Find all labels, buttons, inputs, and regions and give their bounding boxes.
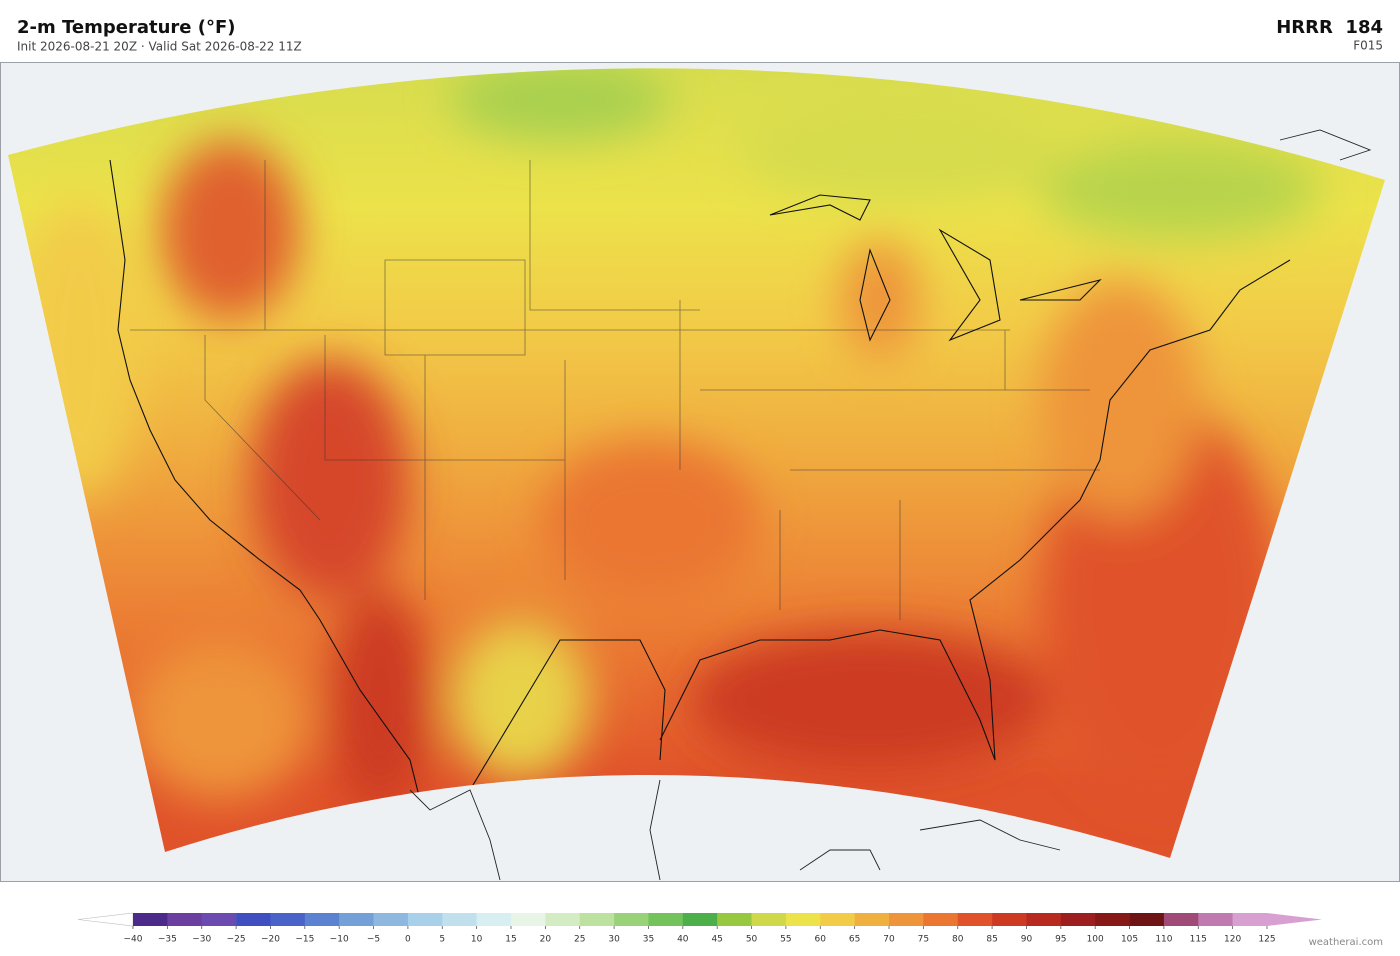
colorbar-tick-label: 125 bbox=[1258, 935, 1275, 945]
colorbar-tick-label: 110 bbox=[1155, 935, 1172, 945]
colorbar-segment bbox=[682, 913, 718, 926]
state-borders bbox=[130, 160, 1100, 620]
colorbar-segment bbox=[957, 913, 993, 926]
credit: weatherai.com bbox=[1309, 937, 1383, 948]
colorbar-segment bbox=[511, 913, 546, 926]
colorbar-tick-label: −25 bbox=[227, 935, 246, 945]
colorbar-tick-label: 65 bbox=[849, 935, 860, 945]
colorbar-segment bbox=[167, 913, 203, 926]
colorbar-tick-label: 30 bbox=[608, 935, 620, 945]
colorbar-tick-label: 5 bbox=[439, 935, 445, 945]
colorbar-segment bbox=[270, 913, 306, 926]
colorbar-segment bbox=[785, 913, 821, 926]
colorbar-tick-label: −30 bbox=[192, 935, 211, 945]
colorbar-segment bbox=[407, 913, 443, 926]
colorbar-segment bbox=[236, 913, 271, 926]
colorbar-segment bbox=[304, 913, 340, 926]
colorbar-segment bbox=[201, 913, 237, 926]
title: 2-m Temperature (°F) bbox=[17, 17, 236, 38]
colorbar-segment bbox=[579, 913, 615, 926]
colorbar-segment bbox=[923, 913, 959, 926]
colorbar-tick-label: 10 bbox=[471, 935, 483, 945]
subtitle: Init 2026-08-21 20Z · Valid Sat 2026-08-… bbox=[17, 40, 302, 54]
colorbar-segment bbox=[717, 913, 752, 926]
colorbar-tick-label: −5 bbox=[367, 935, 380, 945]
colorbar-tick-label: −35 bbox=[158, 935, 177, 945]
colorbar-segment bbox=[1232, 913, 1268, 926]
colorbar-segment bbox=[1129, 913, 1165, 926]
colorbar-tick-label: 105 bbox=[1121, 935, 1138, 945]
colorbar-under bbox=[77, 912, 134, 927]
colorbar-segment bbox=[1095, 913, 1130, 926]
colorbar-tick-label: −20 bbox=[261, 935, 280, 945]
colorbar-segment bbox=[889, 913, 924, 926]
colorbar-segment bbox=[339, 913, 374, 926]
colorbar-tick-label: 55 bbox=[780, 935, 791, 945]
colorbar-tick-label: 50 bbox=[746, 935, 758, 945]
colorbar-segment bbox=[1163, 913, 1199, 926]
colorbar-segment bbox=[1198, 913, 1233, 926]
colorbar-segment bbox=[992, 913, 1027, 926]
colorbar-tick-label: 100 bbox=[1087, 935, 1104, 945]
colorbar-tick-label: 95 bbox=[1055, 935, 1066, 945]
colorbar-tick-label: −40 bbox=[124, 935, 143, 945]
outer-coastlines bbox=[409, 129, 1372, 881]
colorbar: −40 −35 −30 −25 −20 −15 −10 −5 0 5 10 15 20 25 30 35 40 4… bbox=[77, 912, 1322, 945]
colorbar-tick-label: 15 bbox=[505, 935, 516, 945]
temperature-field bbox=[8, 68, 1385, 858]
colorbar-tick-label: 90 bbox=[1021, 935, 1033, 945]
colorbar-tick-label: 80 bbox=[952, 935, 964, 945]
colorbar-segment bbox=[133, 913, 168, 926]
colorbar-tick-label: −15 bbox=[295, 935, 314, 945]
forecast-hour: F015 bbox=[1353, 39, 1383, 53]
colorbar-tick-label: 120 bbox=[1224, 935, 1241, 945]
model-label: HRRR 184 bbox=[1276, 17, 1383, 38]
colorbar-segment bbox=[545, 913, 581, 926]
colorbar-tick-label: 35 bbox=[643, 935, 654, 945]
colorbar-segment bbox=[751, 913, 787, 926]
colorbar-segment bbox=[820, 913, 855, 926]
colorbar-tick-label: 25 bbox=[574, 935, 585, 945]
colorbar-tick-label: 75 bbox=[918, 935, 929, 945]
colorbar-tick-label: 20 bbox=[540, 935, 552, 945]
colorbar-tick-label: 85 bbox=[986, 935, 997, 945]
colorbar-over bbox=[1267, 913, 1322, 926]
colorbar-segment bbox=[1026, 913, 1062, 926]
colorbar-segment bbox=[476, 913, 512, 926]
colorbar-tick-label: 115 bbox=[1190, 935, 1207, 945]
colorbar-tick-label: 40 bbox=[677, 935, 689, 945]
colorbar-segment bbox=[442, 913, 477, 926]
colorbar-tick-label: 60 bbox=[815, 935, 827, 945]
coastlines bbox=[109, 159, 1291, 801]
colorbar-segment bbox=[1060, 913, 1096, 926]
colorbar-segment bbox=[373, 913, 409, 926]
colorbar-tick-label: 45 bbox=[711, 935, 722, 945]
colorbar-segment bbox=[854, 913, 890, 926]
colorbar-segment bbox=[648, 913, 684, 926]
colorbar-segment bbox=[614, 913, 649, 926]
colorbar-tick-label: −10 bbox=[330, 935, 349, 945]
colorbar-tick-label: 0 bbox=[405, 935, 411, 945]
colorbar-tick-label: 70 bbox=[883, 935, 895, 945]
